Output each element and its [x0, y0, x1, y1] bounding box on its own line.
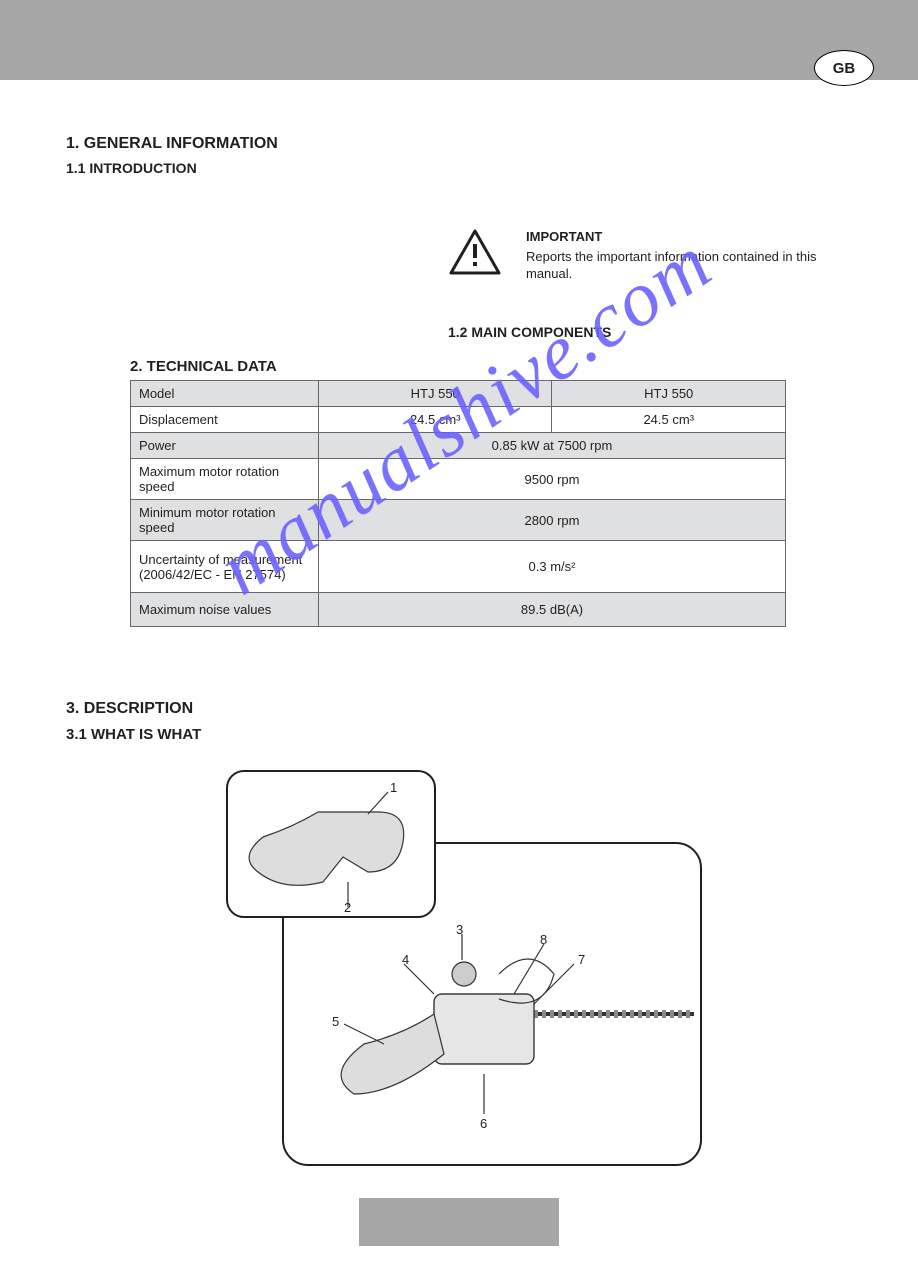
section1-heading: 1. GENERAL INFORMATION — [66, 135, 278, 153]
spec-label: Minimum motor rotation speed — [131, 500, 319, 541]
spec-label: Uncertainty of measurement (2006/42/EC -… — [131, 541, 319, 593]
callout: 5 — [332, 1014, 339, 1029]
callout: 3 — [456, 922, 463, 937]
callout: 1 — [390, 780, 397, 795]
spec-value: HTJ 550 — [319, 381, 552, 407]
desc-sub: 3.1 WHAT IS WHAT — [66, 726, 201, 743]
callout: 2 — [344, 900, 351, 915]
spec-value: 0.3 m/s² — [319, 541, 786, 593]
hedge-trimmer-inset-icon — [228, 772, 438, 920]
callout: 6 — [480, 1116, 487, 1131]
warning-text: IMPORTANT Reports the important informat… — [526, 228, 856, 283]
warning-label: IMPORTANT — [526, 228, 856, 246]
section1-sub2: 1.2 MAIN COMPONENTS — [448, 324, 611, 340]
header-bar — [0, 0, 918, 80]
spec-table: Model HTJ 550 HTJ 550 Displacement 24.5 … — [130, 380, 786, 627]
language-code: GB — [833, 60, 856, 77]
warning-block: IMPORTANT Reports the important informat… — [448, 228, 856, 283]
spec-label: Maximum noise values — [131, 593, 319, 627]
callout: 7 — [578, 952, 585, 967]
callout: 8 — [540, 932, 547, 947]
desc-heading: 3. DESCRIPTION — [66, 700, 193, 718]
spec-value: 89.5 dB(A) — [319, 593, 786, 627]
page-number-box — [359, 1198, 559, 1246]
spec-value: 24.5 cm³ — [552, 407, 786, 433]
language-badge: GB — [814, 50, 874, 86]
spec-value: HTJ 550 — [552, 381, 786, 407]
spec-value: 24.5 cm³ — [319, 407, 552, 433]
callout: 4 — [402, 952, 409, 967]
page: GB 1. GENERAL INFORMATION 1.1 INTRODUCTI… — [0, 0, 918, 1288]
spec-label: Model — [131, 381, 319, 407]
section1-sub1: 1.1 INTRODUCTION — [66, 160, 197, 176]
section2-heading: 2. TECHNICAL DATA — [130, 358, 277, 375]
spec-value: 2800 rpm — [319, 500, 786, 541]
spec-value: 0.85 kW at 7500 rpm — [319, 433, 786, 459]
figure-inset: 1 2 — [226, 770, 436, 918]
spec-label: Power — [131, 433, 319, 459]
spec-label: Displacement — [131, 407, 319, 433]
spec-label: Maximum motor rotation speed — [131, 459, 319, 500]
warning-icon — [448, 228, 502, 276]
figure-area: 3 4 5 6 7 8 1 2 — [226, 770, 702, 1190]
spec-value: 9500 rpm — [319, 459, 786, 500]
warning-body: Reports the important information contai… — [526, 249, 817, 282]
